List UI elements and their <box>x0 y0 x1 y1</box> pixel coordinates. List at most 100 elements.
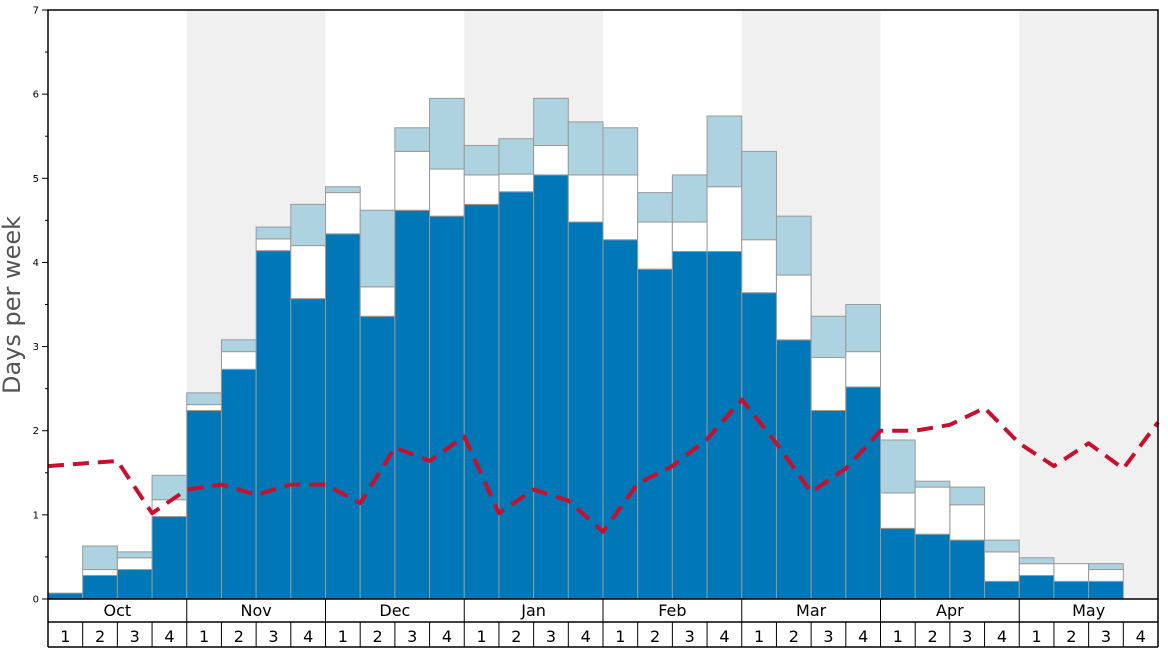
bar-segment-0-11 <box>429 215 465 600</box>
bar-segment-0-14 <box>533 174 569 600</box>
bar-segment-1-2 <box>116 557 153 571</box>
dashed-line-series <box>47 397 1160 534</box>
bar-segment-1-1 <box>82 569 118 576</box>
week-label: 3 <box>546 627 556 646</box>
month-label-feb: Feb <box>658 601 686 620</box>
bar-segment-1-26 <box>949 504 986 541</box>
month-label-nov: Nov <box>241 601 272 620</box>
month-label-oct: Oct <box>104 601 132 620</box>
bar-segment-2-11 <box>429 97 465 170</box>
bar-segment-2-12 <box>463 144 500 176</box>
month-label-mar: Mar <box>796 601 827 620</box>
week-label: 2 <box>650 627 660 646</box>
bar-segment-0-8 <box>325 233 361 600</box>
week-label: 2 <box>372 627 382 646</box>
bar-segment-0-1 <box>82 574 118 600</box>
bar-segment-2-28 <box>1018 557 1055 565</box>
bar-segment-1-10 <box>394 150 431 211</box>
bar-segment-0-15 <box>567 221 604 600</box>
bar-segment-2-19 <box>706 115 743 188</box>
bar-segment-2-5 <box>220 339 257 353</box>
bar-segment-1-14 <box>533 144 569 176</box>
month-band-may <box>1019 10 1158 599</box>
bar-segment-0-18 <box>671 250 708 600</box>
bar-segment-0-13 <box>498 191 535 600</box>
bar-segment-2-9 <box>359 209 396 288</box>
bar-segment-0-25 <box>914 533 951 600</box>
bar-segment-0-5 <box>220 368 257 600</box>
bar-segment-0-16 <box>602 239 639 600</box>
week-label: 3 <box>268 627 278 646</box>
bar-segment-0-10 <box>394 209 431 600</box>
bar-segment-0-4 <box>186 410 222 600</box>
bar-segment-1-7 <box>290 245 326 300</box>
bar-segment-0-7 <box>290 298 326 600</box>
bar-segment-2-1 <box>82 545 118 571</box>
bar-segment-0-6 <box>255 250 292 600</box>
y-tick-label: 3 <box>33 342 39 353</box>
bar-segment-0-21 <box>775 339 812 600</box>
bar-segment-1-8 <box>325 192 361 235</box>
bar-segment-0-0 <box>47 592 84 600</box>
y-axis-title: Days per week <box>0 216 26 394</box>
bar-segment-2-22 <box>810 315 847 359</box>
bar-segment-1-24 <box>880 492 916 529</box>
x-axis: Oct Nov Dec Jan Feb Mar Apr May 1 2 3 4 1 2 3 4 1 2 3 4 1 2 3 4… <box>47 599 1159 648</box>
bar-segment-0-30 <box>1088 580 1124 600</box>
week-label: 1 <box>1032 627 1042 646</box>
line-series <box>47 397 1160 534</box>
month-label-apr: Apr <box>936 601 964 620</box>
bar-segment-1-19 <box>706 186 743 252</box>
bar-segment-1-28 <box>1018 563 1055 576</box>
bar-segment-1-15 <box>567 174 604 223</box>
bar-segment-1-16 <box>602 174 639 241</box>
bar-segment-1-21 <box>775 274 812 341</box>
month-label-dec: Dec <box>379 601 410 620</box>
bar-segment-0-26 <box>949 539 986 600</box>
week-label: 2 <box>234 627 244 646</box>
bar-segment-2-17 <box>637 192 673 223</box>
bar-segment-1-20 <box>741 239 777 294</box>
week-label: 4 <box>719 627 729 646</box>
bar-segment-1-22 <box>810 357 847 412</box>
week-label: 3 <box>130 627 140 646</box>
week-label: 4 <box>442 627 452 646</box>
y-tick-label: 7 <box>33 6 39 17</box>
week-label: 3 <box>407 627 417 646</box>
stacked-bars <box>47 97 1124 600</box>
week-label: 1 <box>338 627 348 646</box>
y-tick-label: 5 <box>33 174 39 185</box>
bar-segment-2-21 <box>775 215 812 276</box>
bar-segment-0-20 <box>741 292 777 600</box>
week-label: 2 <box>789 627 799 646</box>
y-axis: 0 1 2 3 4 5 6 7 <box>33 6 48 606</box>
plot-frame <box>47 9 1159 600</box>
bar-segment-2-30 <box>1088 563 1124 571</box>
week-label: 3 <box>823 627 833 646</box>
week-label: 4 <box>858 627 868 646</box>
week-label: 1 <box>754 627 764 646</box>
bar-segment-1-13 <box>498 173 535 193</box>
week-label: 1 <box>893 627 903 646</box>
bar-segment-1-29 <box>1053 563 1090 582</box>
bar-segment-1-11 <box>429 168 465 217</box>
week-label: 2 <box>511 627 521 646</box>
bar-segment-1-30 <box>1088 569 1124 582</box>
y-tick-label: 6 <box>33 90 39 101</box>
bar-segment-2-27 <box>984 539 1020 553</box>
bar-segment-2-25 <box>914 480 951 488</box>
y-tick-label: 2 <box>33 426 39 437</box>
week-label: 4 <box>164 627 174 646</box>
bar-segment-2-3 <box>151 474 188 501</box>
week-label: 2 <box>95 627 105 646</box>
week-label: 4 <box>303 627 313 646</box>
bar-segment-2-18 <box>671 174 708 223</box>
week-label: 1 <box>477 627 487 646</box>
y-tick-label: 4 <box>33 258 39 269</box>
week-label: 3 <box>962 627 972 646</box>
bar-segment-1-6 <box>255 238 292 252</box>
y-tick-label: 1 <box>33 510 39 521</box>
bar-segment-1-5 <box>220 351 257 370</box>
bar-segment-0-2 <box>116 569 153 600</box>
